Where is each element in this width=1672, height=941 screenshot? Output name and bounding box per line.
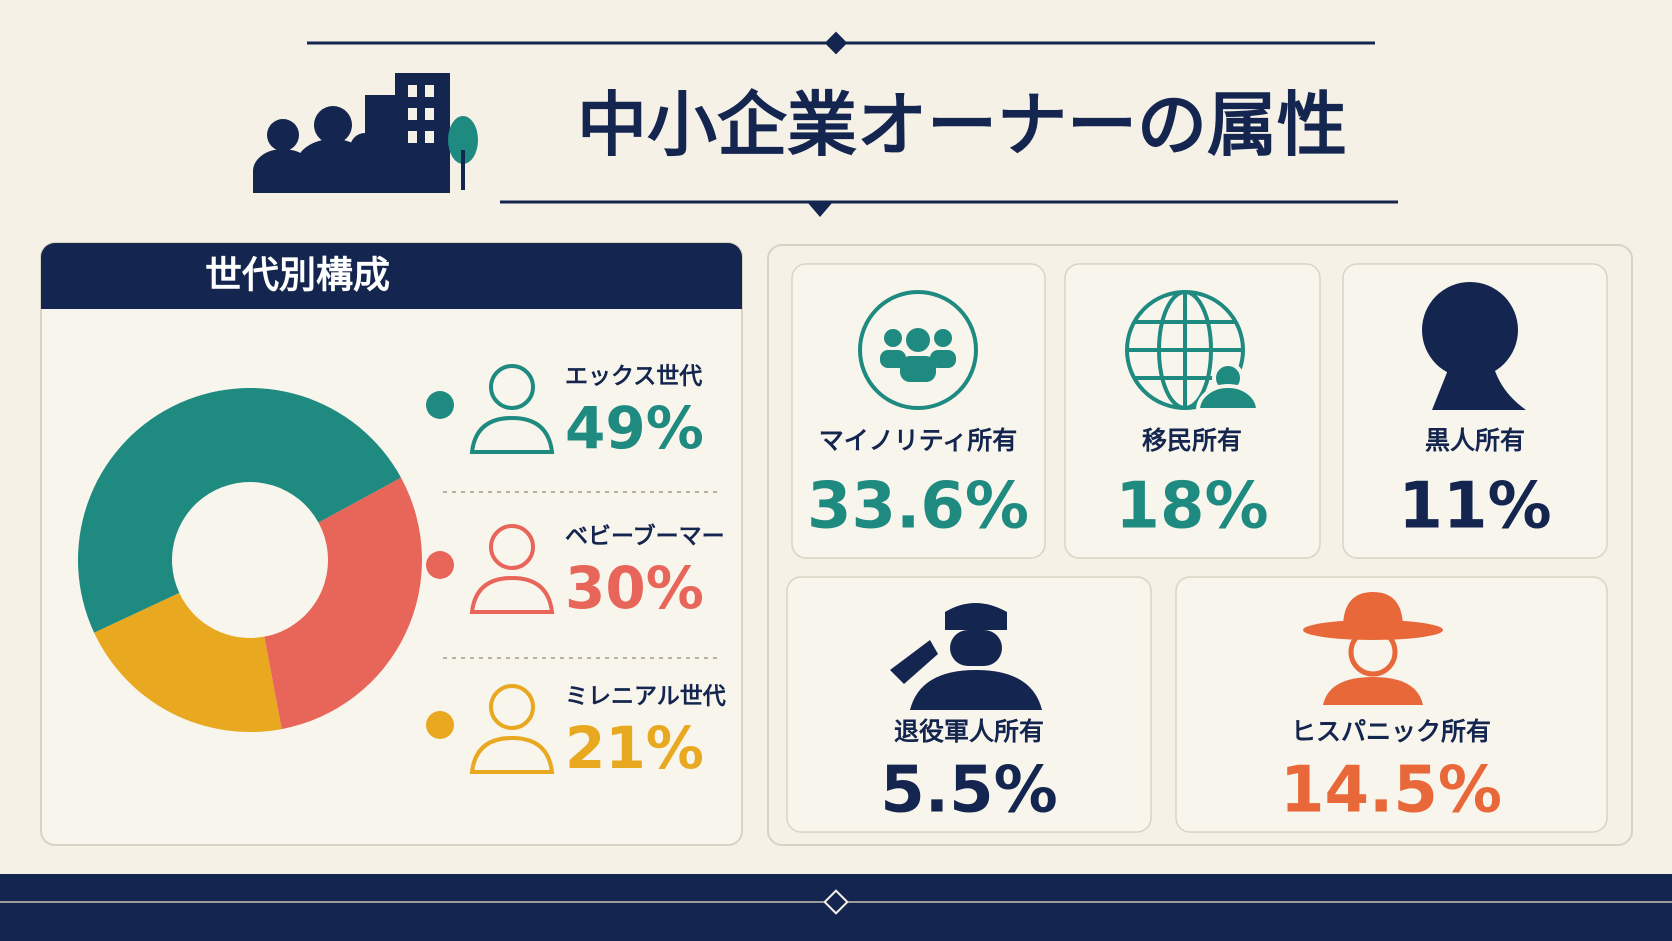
legend-label: エックス世代 [565, 364, 702, 390]
title-pointer [808, 203, 832, 217]
stat-label: 退役軍人所有 [894, 717, 1044, 746]
legend-value: 21% [565, 714, 704, 782]
footer-diamond [823, 889, 849, 915]
legend-swatch [426, 551, 454, 579]
stat-label: 移民所有 [1142, 426, 1242, 455]
hispanic-icon [1303, 592, 1443, 705]
legend-icon-head [489, 684, 535, 730]
legend-icon-body [469, 575, 555, 614]
stat-value: 33.6% [807, 470, 1029, 544]
legend: エックス世代 49% ベビーブーマー 30% ミレニアル世代 21% [426, 364, 726, 782]
donut-slice [78, 388, 402, 633]
legend-label: ミレニアル世代 [565, 684, 726, 710]
donut-slice [94, 592, 282, 732]
stat-label: ヒスパニック所有 [1291, 717, 1491, 746]
black-owner-icon [1422, 282, 1526, 410]
stat-value: 14.5% [1280, 754, 1502, 828]
page-title: 中小企業オーナーの属性 [577, 84, 1347, 166]
header-icon [253, 73, 478, 193]
veteran-icon [890, 603, 1042, 710]
legend-icon-head [489, 364, 535, 410]
stat-card [1342, 263, 1608, 559]
legend-value: 49% [565, 394, 704, 462]
legend-value: 30% [565, 554, 704, 622]
panel-header [41, 243, 742, 309]
stat-card [791, 263, 1046, 559]
minority-icon [858, 290, 978, 410]
legend-swatch [426, 711, 454, 739]
stat-label: マイノリティ所有 [819, 426, 1018, 455]
stats-panel [767, 244, 1633, 846]
legend-icon-head [489, 524, 535, 570]
legend-icon-body [469, 735, 555, 774]
donut [78, 388, 422, 732]
stat-value: 5.5% [880, 754, 1058, 828]
stat-value: 18% [1115, 470, 1268, 544]
chart-title: 世代別構成 [205, 254, 390, 297]
stat-label: 黒人所有 [1425, 426, 1525, 455]
immigrant-icon [1125, 290, 1261, 412]
legend-label: ベビーブーマー [565, 523, 725, 550]
legend-swatch [426, 391, 454, 419]
donut-slice [264, 477, 422, 730]
stat-value: 11% [1398, 470, 1551, 544]
legend-icon-body [469, 415, 555, 454]
